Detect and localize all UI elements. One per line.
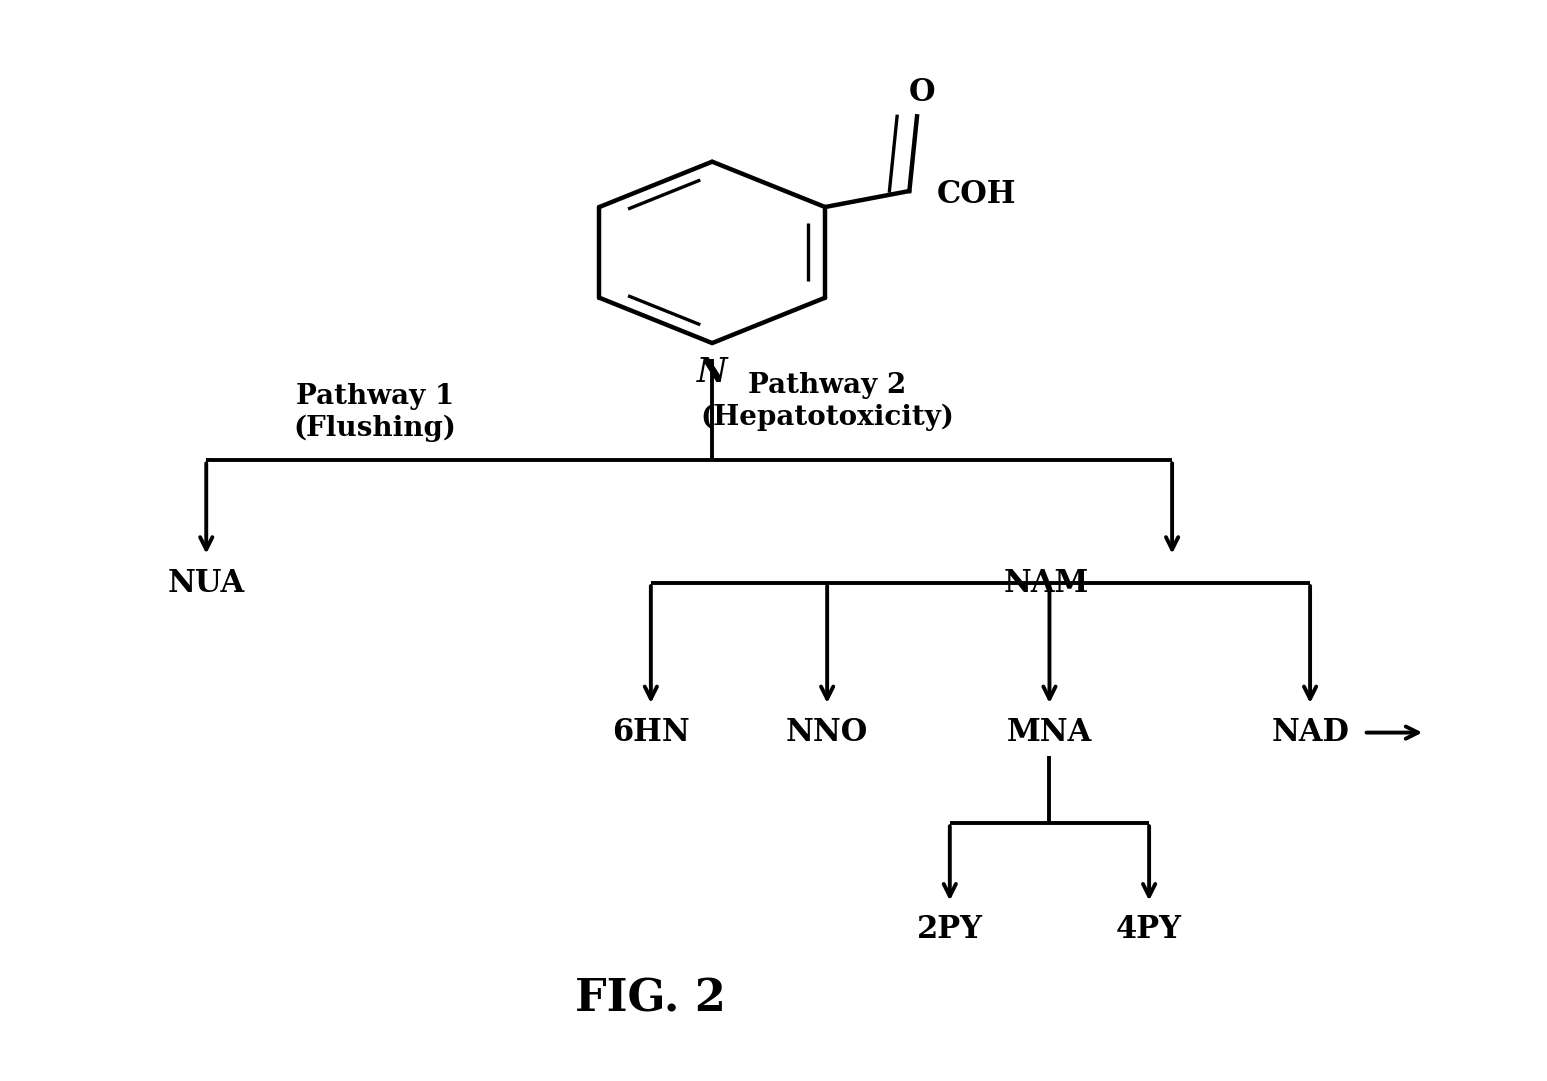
Text: MNA: MNA — [1007, 717, 1092, 748]
Text: NAD: NAD — [1272, 717, 1349, 748]
Text: 4PY: 4PY — [1115, 915, 1182, 946]
Text: Pathway 2
(Hepatotoxicity): Pathway 2 (Hepatotoxicity) — [701, 373, 954, 431]
Text: FIG. 2: FIG. 2 — [575, 977, 726, 1020]
Text: 6HN: 6HN — [613, 717, 690, 748]
Text: NAM: NAM — [1004, 568, 1089, 599]
Text: 2PY: 2PY — [917, 915, 982, 946]
Text: N: N — [698, 356, 727, 389]
Text: Pathway 1
(Flushing): Pathway 1 (Flushing) — [294, 383, 456, 442]
Text: NUA: NUA — [167, 568, 244, 599]
Text: COH: COH — [937, 178, 1016, 210]
Text: NNO: NNO — [786, 717, 868, 748]
Text: O: O — [908, 77, 934, 108]
